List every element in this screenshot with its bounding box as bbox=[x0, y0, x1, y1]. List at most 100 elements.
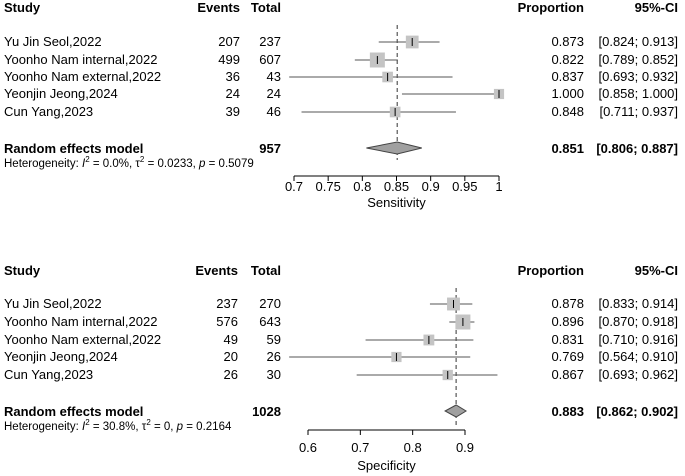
heterogeneity-text: Heterogeneity: I2 = 0.0%, τ2 = 0.0233, p… bbox=[4, 155, 254, 170]
heterogeneity-prefix: Heterogeneity: bbox=[4, 421, 82, 433]
study-total: 270 bbox=[259, 296, 281, 311]
study-name: Yoonho Nam internal,2022 bbox=[4, 314, 157, 329]
study-total: 643 bbox=[259, 314, 281, 329]
study-total: 43 bbox=[267, 69, 281, 84]
heterogeneity-tau2-value: = 0, bbox=[151, 421, 177, 433]
study-total: 26 bbox=[267, 349, 281, 364]
study-name: Yoonho Nam internal,2022 bbox=[4, 52, 157, 67]
study-name: Yeonjin Jeong,2024 bbox=[4, 349, 118, 364]
study-total: 59 bbox=[267, 332, 281, 347]
x-axis-tick-label: 0.7 bbox=[285, 179, 303, 194]
study-events: 207 bbox=[218, 34, 240, 49]
heterogeneity-i2-exp: 2 bbox=[85, 418, 90, 427]
study-proportion: 1.000 bbox=[551, 86, 584, 101]
pooled-label: Random effects model bbox=[4, 141, 143, 156]
study-proportion: 0.837 bbox=[551, 69, 584, 84]
study-proportion: 0.896 bbox=[551, 314, 584, 329]
heterogeneity-text: Heterogeneity: I2 = 30.8%, τ2 = 0, p = 0… bbox=[4, 418, 232, 433]
study-events: 49 bbox=[224, 332, 238, 347]
study-ci: [0.564; 0.910] bbox=[598, 349, 678, 364]
study-ci: [0.789; 0.852] bbox=[598, 52, 678, 67]
pooled-label: Random effects model bbox=[4, 404, 143, 419]
study-events: 499 bbox=[218, 52, 240, 67]
study-events: 576 bbox=[216, 314, 238, 329]
header-study: Study bbox=[4, 263, 41, 278]
study-events: 237 bbox=[216, 296, 238, 311]
pooled-ci: [0.862; 0.902] bbox=[596, 404, 678, 419]
study-total: 237 bbox=[259, 34, 281, 49]
x-axis-label: Specificity bbox=[357, 458, 416, 473]
header-events: Events bbox=[195, 263, 238, 278]
study-ci: [0.833; 0.914] bbox=[598, 296, 678, 311]
heterogeneity-tau2-exp: 2 bbox=[140, 155, 145, 164]
heterogeneity-p-value: = 0.2164 bbox=[183, 421, 232, 433]
heterogeneity-i2-value: = 30.8%, τ bbox=[90, 421, 147, 433]
study-proportion: 0.831 bbox=[551, 332, 584, 347]
header-total: Total bbox=[251, 263, 281, 278]
study-ci: [0.824; 0.913] bbox=[598, 34, 678, 49]
heterogeneity-i2-value: = 0.0%, τ bbox=[90, 158, 141, 170]
study-ci: [0.710; 0.916] bbox=[598, 332, 678, 347]
heterogeneity-p-symbol: p bbox=[176, 421, 184, 433]
study-total: 24 bbox=[267, 86, 281, 101]
pooled-diamond bbox=[444, 404, 468, 418]
study-name: Cun Yang,2023 bbox=[4, 104, 93, 119]
heterogeneity-i2-symbol: I bbox=[82, 421, 86, 433]
study-name: Yu Jin Seol,2022 bbox=[4, 34, 102, 49]
heterogeneity-p-symbol: p bbox=[198, 158, 206, 170]
study-total: 46 bbox=[267, 104, 281, 119]
study-proportion: 0.822 bbox=[551, 52, 584, 67]
x-axis-tick-label: 0.75 bbox=[316, 179, 341, 194]
x-axis-tick-label: 0.8 bbox=[353, 179, 371, 194]
heterogeneity-tau2-value: = 0.0233, bbox=[144, 158, 199, 170]
header-total: Total bbox=[251, 0, 281, 15]
header-proportion: Proportion bbox=[518, 0, 584, 15]
x-axis-tick-label: 0.85 bbox=[384, 179, 409, 194]
forest-plot-sensitivity: Study Events Total Proportion 95%-CI Yu Jin S… bbox=[4, 0, 678, 210]
study-events: 24 bbox=[226, 86, 240, 101]
header-events: Events bbox=[197, 0, 240, 15]
study-name: Yeonjin Jeong,2024 bbox=[4, 86, 118, 101]
x-axis-tick-label: 0.8 bbox=[404, 440, 422, 455]
study-name: Yoonho Nam external,2022 bbox=[4, 69, 161, 84]
pooled-proportion: 0.883 bbox=[551, 404, 584, 419]
x-axis-tick-label: 0.7 bbox=[351, 440, 369, 455]
x-axis-tick-label: 0.9 bbox=[456, 440, 474, 455]
study-ci: [0.711; 0.937] bbox=[599, 104, 678, 119]
study-total: 607 bbox=[259, 52, 281, 67]
study-events: 39 bbox=[226, 104, 240, 119]
study-events: 26 bbox=[224, 367, 238, 382]
study-proportion: 0.873 bbox=[551, 34, 584, 49]
forest-plot-specificity: Study Events Total Proportion 95%-CI Yu Jin S… bbox=[4, 263, 678, 473]
pooled-total: 957 bbox=[259, 141, 281, 156]
study-ci: [0.693; 0.932] bbox=[598, 69, 678, 84]
header-study: Study bbox=[4, 0, 41, 15]
study-name: Cun Yang,2023 bbox=[4, 367, 93, 382]
heterogeneity-prefix: Heterogeneity: bbox=[4, 158, 82, 170]
heterogeneity-i2-exp: 2 bbox=[85, 155, 90, 164]
header-ci: 95%-CI bbox=[635, 0, 678, 15]
study-proportion: 0.878 bbox=[551, 296, 584, 311]
pooled-proportion: 0.851 bbox=[551, 141, 584, 156]
x-axis-tick-label: 0.6 bbox=[299, 440, 317, 455]
pooled-ci: [0.806; 0.887] bbox=[596, 141, 678, 156]
heterogeneity-tau2-exp: 2 bbox=[146, 418, 151, 427]
heterogeneity-p-value: = 0.5079 bbox=[205, 158, 253, 170]
header-ci: 95%-CI bbox=[635, 263, 678, 278]
x-axis-label: Sensitivity bbox=[367, 195, 426, 210]
study-ci: [0.693; 0.962] bbox=[598, 367, 678, 382]
x-axis-tick-label: 0.95 bbox=[452, 179, 477, 194]
study-ci: [0.870; 0.918] bbox=[598, 314, 678, 329]
heterogeneity-i2-symbol: I bbox=[82, 158, 86, 170]
study-name: Yu Jin Seol,2022 bbox=[4, 296, 102, 311]
study-proportion: 0.867 bbox=[551, 367, 584, 382]
header-proportion: Proportion bbox=[518, 263, 584, 278]
study-proportion: 0.848 bbox=[551, 104, 584, 119]
study-name: Yoonho Nam external,2022 bbox=[4, 332, 161, 347]
study-events: 36 bbox=[226, 69, 240, 84]
study-total: 30 bbox=[267, 367, 281, 382]
pooled-total: 1028 bbox=[252, 404, 281, 419]
study-proportion: 0.769 bbox=[551, 349, 584, 364]
study-ci: [0.858; 1.000] bbox=[598, 86, 678, 101]
